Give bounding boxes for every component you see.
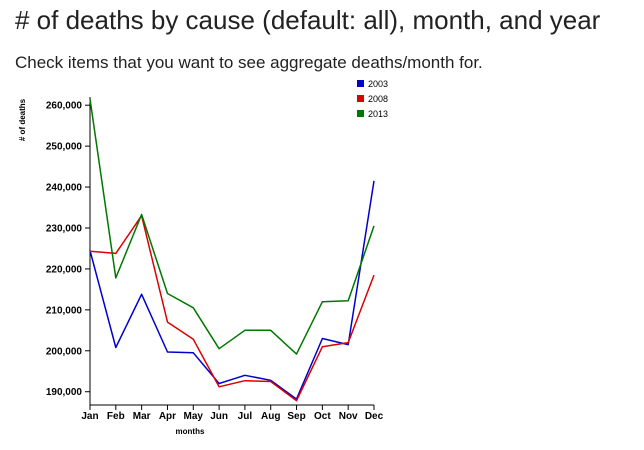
y-tick-label: 260,000 <box>46 101 83 112</box>
x-tick-label: Apr <box>159 411 176 422</box>
x-tick-label: Jul <box>238 411 253 422</box>
x-axis-title: months <box>176 427 205 436</box>
x-tick-label: Dec <box>365 411 384 422</box>
legend-label-2013: 2013 <box>368 109 388 119</box>
chart-legend: 2003 2008 2013 <box>357 79 388 119</box>
legend-label-2008: 2008 <box>368 94 388 104</box>
x-tick-label: May <box>184 411 204 422</box>
y-tick-label: 210,000 <box>46 305 83 316</box>
y-tick-label: 250,000 <box>46 142 83 153</box>
y-axis-title: # of deaths <box>18 98 27 141</box>
series-line-2008 <box>89 214 375 402</box>
legend-swatch-2008 <box>357 95 364 102</box>
x-tick-label: Sep <box>287 411 305 422</box>
x-tick-label: Jun <box>210 411 228 422</box>
page-subtitle: Check items that you want to see aggrega… <box>15 53 483 72</box>
legend-swatch-2013 <box>357 110 364 117</box>
legend-swatch-2003 <box>357 80 364 87</box>
x-tick-label: Mar <box>133 411 151 422</box>
page-title: # of deaths by cause (default: all), mon… <box>15 5 601 35</box>
x-tick-label: Oct <box>314 411 331 422</box>
y-tick-label: 240,000 <box>46 183 83 194</box>
x-tick-label: Aug <box>261 411 280 422</box>
x-tick-label: Feb <box>107 411 125 422</box>
y-tick-label: 190,000 <box>46 387 83 398</box>
y-tick-label: 220,000 <box>46 264 83 275</box>
y-tick-label: 200,000 <box>46 346 83 357</box>
x-tick-label: Jan <box>81 411 98 422</box>
x-tick-label: Nov <box>339 411 358 422</box>
series-line-2003 <box>89 180 375 400</box>
chart-series-lines <box>89 98 375 402</box>
series-line-2013 <box>89 98 375 355</box>
legend-label-2003: 2003 <box>368 79 388 89</box>
y-tick-label: 230,000 <box>46 223 83 234</box>
